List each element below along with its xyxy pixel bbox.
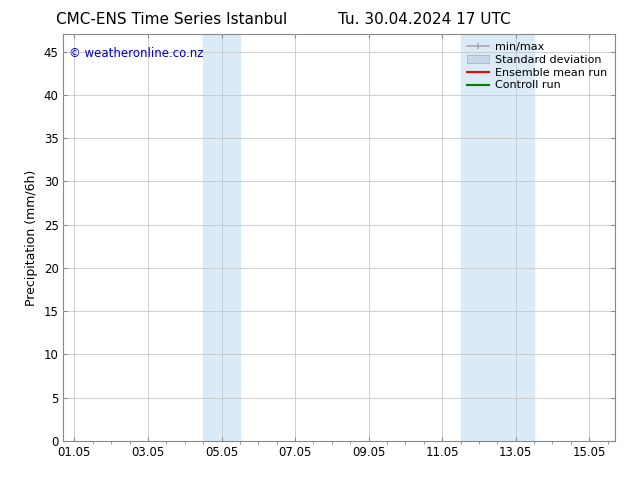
Bar bbox=[460, 34, 534, 441]
Y-axis label: Precipitation (mm/6h): Precipitation (mm/6h) bbox=[25, 170, 38, 306]
Bar bbox=[203, 34, 240, 441]
Text: CMC-ENS Time Series Istanbul: CMC-ENS Time Series Istanbul bbox=[56, 12, 287, 27]
Text: Tu. 30.04.2024 17 UTC: Tu. 30.04.2024 17 UTC bbox=[339, 12, 511, 27]
Text: © weatheronline.co.nz: © weatheronline.co.nz bbox=[69, 47, 204, 59]
Legend: min/max, Standard deviation, Ensemble mean run, Controll run: min/max, Standard deviation, Ensemble me… bbox=[465, 40, 609, 93]
